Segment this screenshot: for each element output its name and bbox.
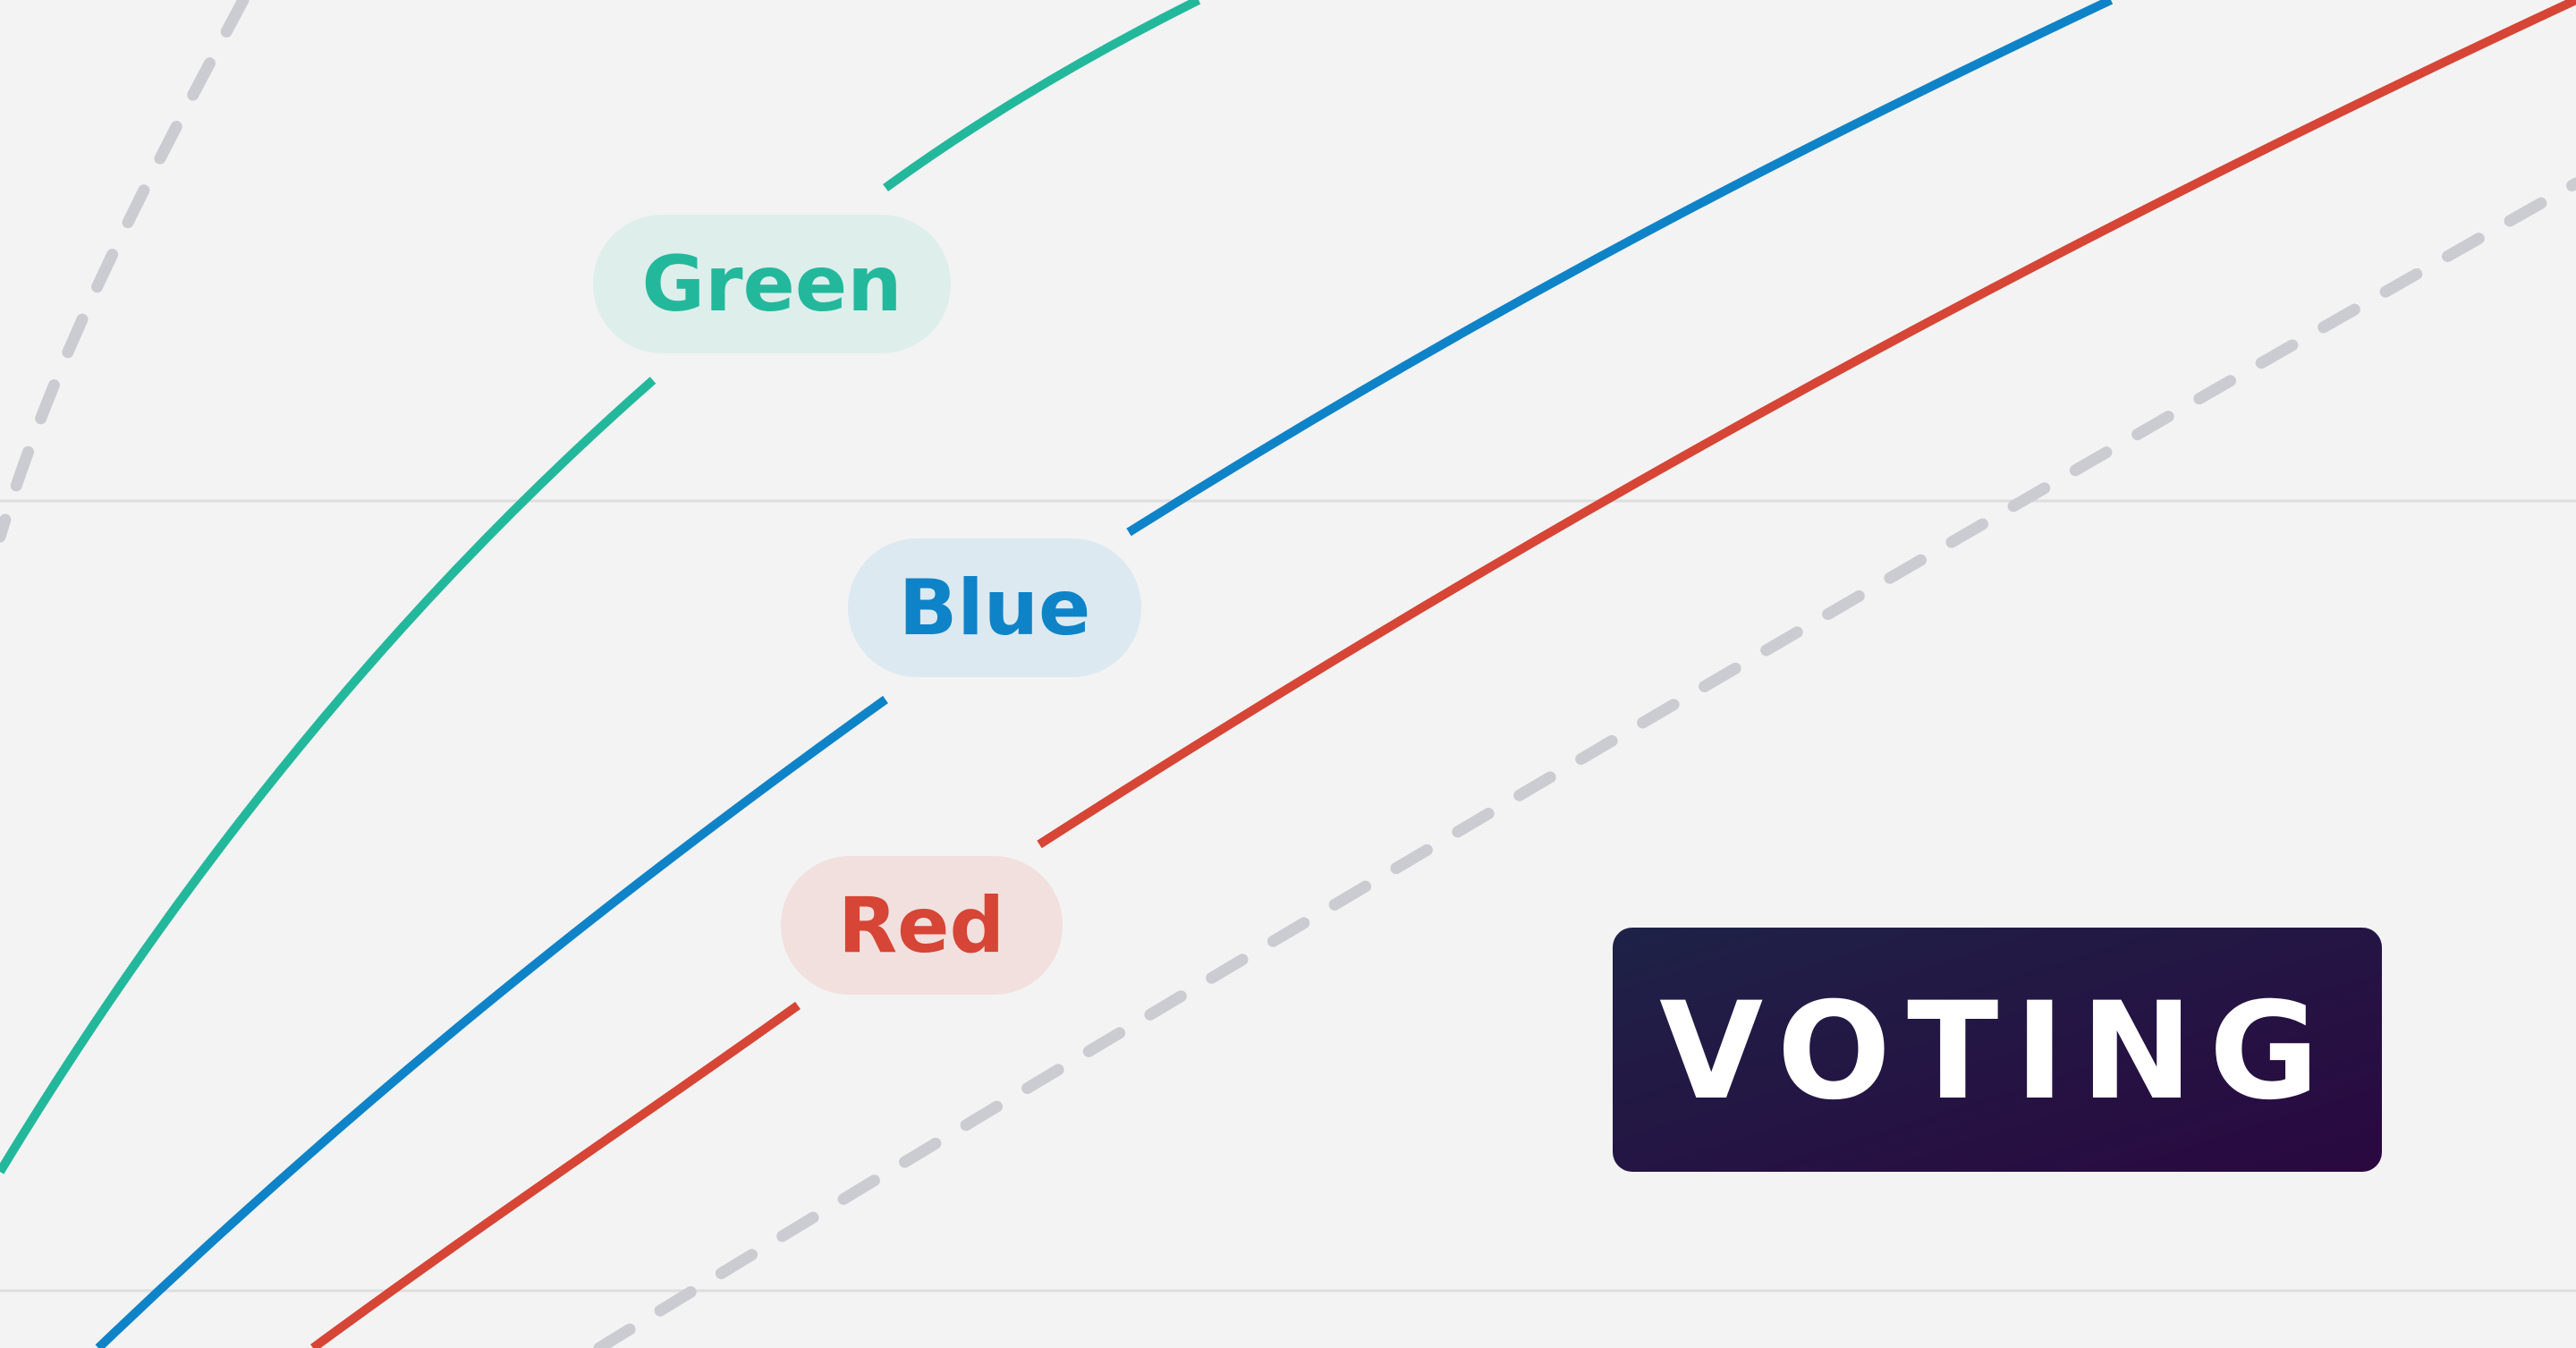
series-label-blue-text: Blue (899, 564, 1091, 653)
series-green-line-upper (883, 0, 1201, 192)
series-label-blue-pill (848, 538, 1141, 677)
series-label-red-text: Red (838, 881, 1004, 971)
reference-curve-left (0, 0, 250, 543)
series-red-line-lower (310, 1001, 801, 1348)
series-label-green-pill (593, 215, 951, 353)
series-blue-line-upper (1126, 0, 2114, 537)
series-blue (95, 0, 2114, 1348)
gridlines (0, 499, 2576, 1293)
series-label-red-pill (781, 856, 1063, 995)
series-label-green: Green (593, 215, 951, 353)
series-blue-line-lower (95, 695, 888, 1348)
reference-curve-right (593, 177, 2576, 1348)
series-red-line-upper (1037, 0, 2576, 849)
voting-badge-label: VOTING (1659, 974, 2335, 1130)
series-label-red: Red (781, 856, 1063, 995)
series-label-blue: Blue (848, 538, 1141, 677)
series-red (310, 0, 2576, 1348)
series-label-green-text: Green (642, 240, 902, 329)
voting-badge-background (1613, 928, 2382, 1172)
voting-badge: VOTING (1613, 928, 2382, 1172)
series-green (0, 0, 1201, 1174)
series-green-line-lower (0, 377, 657, 1174)
